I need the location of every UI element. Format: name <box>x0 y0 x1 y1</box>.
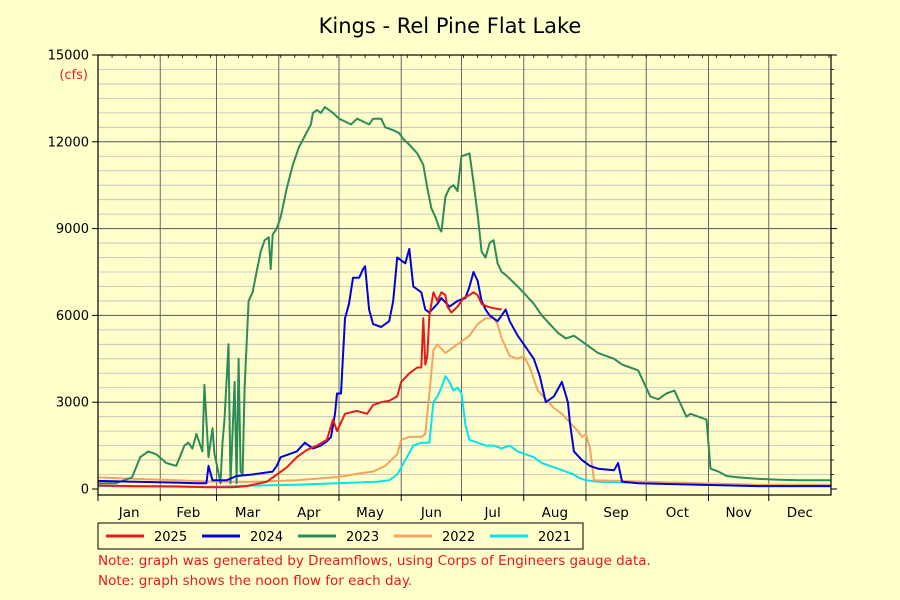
series-line-2025 <box>97 291 502 489</box>
legend-label-2024: 2024 <box>250 530 283 545</box>
note-source: Note: graph was generated by Dreamflows,… <box>98 553 651 569</box>
legend-label-2023: 2023 <box>346 530 379 545</box>
x-tick-label: Nov <box>725 505 751 521</box>
x-tick-label: Jun <box>420 505 442 521</box>
series-line-2022 <box>97 317 831 486</box>
series-line-2023 <box>98 106 831 485</box>
note-noon-flow: Note: graph shows the noon flow for each… <box>98 573 413 589</box>
plot-frame <box>97 54 832 496</box>
chart-title: Kings - Rel Pine Flat Lake <box>319 14 582 38</box>
x-tick-label: Aug <box>542 505 568 521</box>
legend-label-2021: 2021 <box>538 530 571 545</box>
x-tick-label: Mar <box>235 505 261 521</box>
x-tick-label: May <box>356 505 384 521</box>
series-line-2024 <box>97 247 831 488</box>
x-tick-label: Dec <box>787 505 813 521</box>
x-tick-label: Jan <box>118 505 140 521</box>
y-tick-label: 3000 <box>56 396 89 411</box>
y-tick-label: 9000 <box>56 222 89 237</box>
x-tick-label: Jul <box>483 505 500 521</box>
grid <box>98 55 831 495</box>
legend: 2025 2024 2023 2022 2021 <box>97 522 584 550</box>
series-group <box>97 106 832 489</box>
axes: 0 3000 6000 9000 12000 15000 Jan Feb Mar Apr May Ju… <box>48 49 837 521</box>
x-tick-label: Sep <box>603 505 628 521</box>
y-unit-label: (cfs) <box>59 68 88 83</box>
y-tick-label: 6000 <box>56 309 89 324</box>
y-tick-label: 15000 <box>48 49 89 64</box>
x-tick-label: Feb <box>176 505 200 521</box>
series-line-2021 <box>97 375 832 488</box>
legend-label-2022: 2022 <box>442 530 475 545</box>
y-tick-label: 0 <box>81 483 89 498</box>
x-tick-label: Apr <box>297 505 321 521</box>
legend-box <box>97 522 584 550</box>
x-tick-label: Oct <box>666 505 689 521</box>
legend-label-2025: 2025 <box>154 530 187 545</box>
y-tick-label: 12000 <box>48 135 89 150</box>
